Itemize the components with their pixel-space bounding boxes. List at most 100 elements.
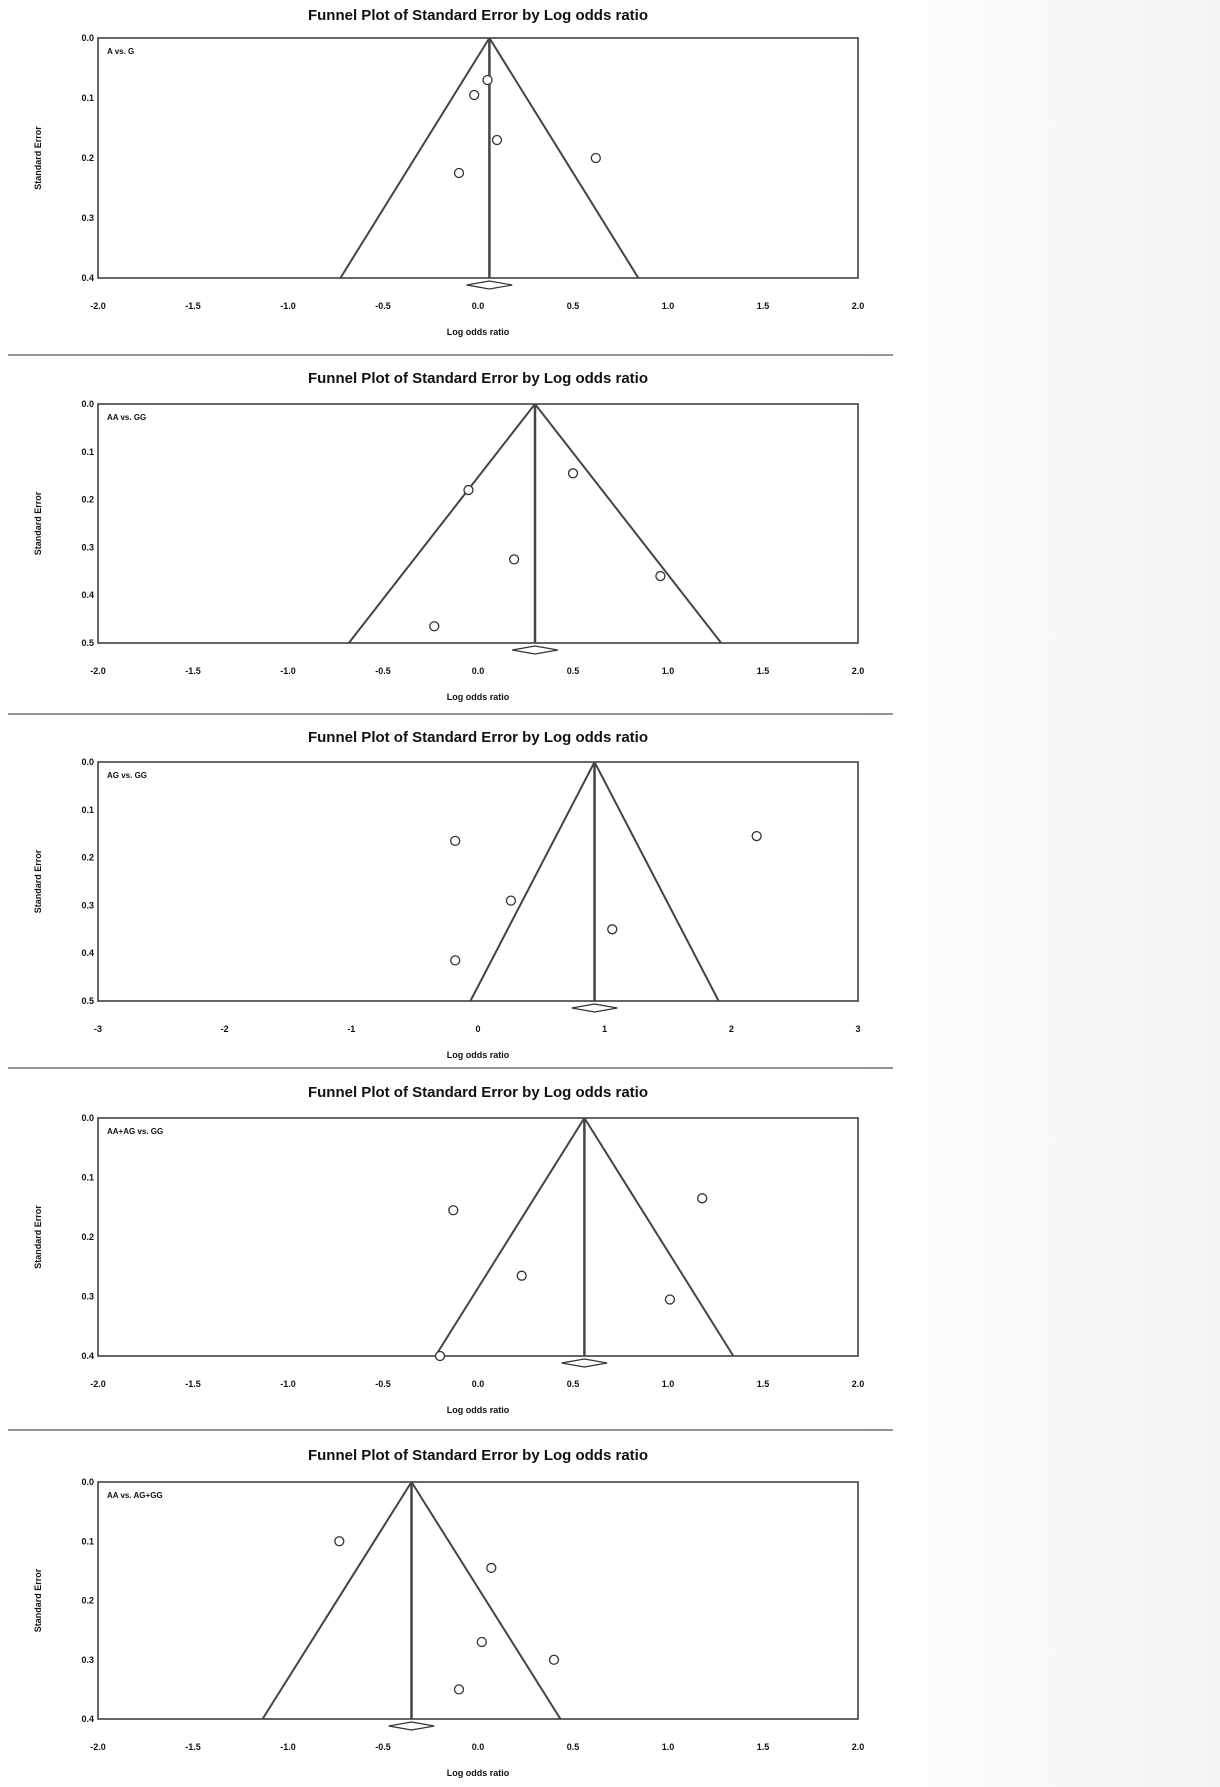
funnel-left-line — [261, 1481, 413, 1720]
chart-title: Funnel Plot of Standard Error by Log odd… — [308, 1084, 648, 1101]
x-tick-label: -2.0 — [90, 666, 106, 676]
chart-title: Funnel Plot of Standard Error by Log odd… — [308, 1447, 648, 1464]
plot-frame — [97, 37, 859, 279]
x-tick-label: 0.0 — [472, 1379, 485, 1389]
y-tick-label: 0.1 — [81, 1536, 94, 1546]
study-point — [655, 570, 666, 582]
y-tick-label: 0.0 — [81, 1477, 94, 1487]
panel-label: AA vs. AG+GG — [107, 1491, 163, 1500]
y-tick-label: 0.0 — [81, 757, 94, 767]
x-tick-label: -1.0 — [280, 301, 296, 311]
x-tick-label: 2 — [729, 1024, 734, 1034]
panel-label: A vs. G — [107, 47, 134, 56]
x-axis-label: Log odds ratio — [447, 327, 510, 337]
y-tick-label: 0.3 — [81, 1292, 94, 1302]
funnel-left-line — [348, 403, 536, 644]
funnel-panel-2: Funnel Plot of Standard Error by Log odd… — [33, 370, 864, 702]
x-tick-label: 0.5 — [567, 301, 580, 311]
study-point — [664, 1294, 676, 1305]
funnel-right-line — [488, 37, 640, 279]
funnel-panel-1: Funnel Plot of Standard Error by Log odd… — [33, 7, 864, 337]
x-tick-label: 1.0 — [662, 666, 675, 676]
y-tick-label: 0.0 — [81, 1113, 94, 1123]
y-tick-label: 0.2 — [81, 1232, 94, 1242]
funnel-right-line — [593, 761, 720, 1002]
y-tick-label: 0.4 — [81, 590, 94, 600]
x-tick-label: 2.0 — [852, 666, 865, 676]
study-point — [607, 924, 618, 935]
pooled-estimate-diamond — [571, 1003, 618, 1013]
y-tick-label: 0.4 — [81, 273, 94, 283]
study-point — [548, 1654, 560, 1665]
funnel-panel-5: Funnel Plot of Standard Error by Log odd… — [33, 1447, 864, 1778]
y-tick-label: 0.5 — [81, 996, 94, 1006]
chart-title: Funnel Plot of Standard Error by Log odd… — [308, 729, 648, 746]
study-point — [334, 1536, 345, 1547]
study-point — [450, 835, 461, 847]
y-tick-label: 0.3 — [81, 1655, 94, 1665]
study-point — [516, 1270, 527, 1281]
y-tick-label: 0.1 — [81, 93, 94, 103]
study-point — [463, 484, 474, 496]
x-axis-label: Log odds ratio — [447, 1050, 510, 1060]
y-tick-label: 0.2 — [81, 153, 94, 163]
chart-title: Funnel Plot of Standard Error by Log odd… — [308, 370, 648, 387]
x-tick-label: 1 — [602, 1024, 607, 1034]
y-axis-label: Standard Error — [33, 849, 43, 913]
x-tick-label: 0.5 — [567, 1742, 580, 1752]
x-tick-label: -1.0 — [280, 666, 296, 676]
study-point — [429, 621, 440, 632]
x-tick-label: -1 — [347, 1024, 355, 1034]
study-point — [476, 1636, 487, 1648]
x-tick-label: -1.5 — [185, 301, 201, 311]
x-tick-label: 0.5 — [567, 1379, 580, 1389]
study-point — [697, 1193, 708, 1204]
study-point — [448, 1205, 459, 1216]
chart-title: Funnel Plot of Standard Error by Log odd… — [308, 7, 648, 24]
y-tick-label: 0.2 — [81, 853, 94, 863]
plot-frame — [97, 403, 859, 644]
x-tick-label: -2.0 — [90, 1379, 106, 1389]
x-tick-label: -1.5 — [185, 666, 201, 676]
study-point — [453, 167, 465, 179]
x-axis-label: Log odds ratio — [447, 692, 510, 702]
x-tick-label: 1.0 — [662, 301, 675, 311]
study-point — [486, 1562, 497, 1574]
y-tick-label: 0.1 — [81, 1173, 94, 1183]
funnel-left-line — [339, 37, 491, 279]
y-tick-label: 0.2 — [81, 1596, 94, 1606]
y-tick-label: 0.3 — [81, 900, 94, 910]
y-tick-label: 0.4 — [81, 1351, 94, 1361]
study-point — [751, 830, 762, 842]
funnel-right-line — [583, 1117, 735, 1357]
x-tick-label: 0.0 — [472, 1742, 485, 1752]
y-axis-label: Standard Error — [33, 1205, 43, 1269]
y-tick-label: 0.0 — [81, 399, 94, 409]
study-point — [453, 1684, 465, 1695]
y-tick-label: 0.0 — [81, 33, 94, 43]
funnel-left-line — [469, 761, 596, 1002]
x-tick-label: -1.0 — [280, 1379, 296, 1389]
study-point — [508, 554, 520, 565]
plot-frame — [97, 761, 859, 1002]
plot-frame — [97, 1117, 859, 1357]
x-tick-label: 2.0 — [852, 301, 865, 311]
x-tick-label: -2.0 — [90, 301, 106, 311]
plot-frame — [97, 1481, 859, 1720]
y-tick-label: 0.4 — [81, 948, 94, 958]
funnel-right-line — [534, 403, 722, 644]
x-tick-label: 3 — [855, 1024, 860, 1034]
x-tick-label: 1.0 — [662, 1379, 675, 1389]
y-tick-label: 0.2 — [81, 495, 94, 505]
y-tick-label: 0.1 — [81, 447, 94, 457]
x-axis-label: Log odds ratio — [447, 1768, 510, 1778]
x-tick-label: 0.0 — [472, 301, 485, 311]
y-tick-label: 0.4 — [81, 1714, 94, 1724]
study-point — [590, 152, 601, 164]
pooled-estimate-diamond — [512, 645, 558, 655]
x-tick-label: -0.5 — [375, 301, 391, 311]
x-tick-label: -2.0 — [90, 1742, 106, 1752]
pooled-estimate-diamond — [466, 280, 513, 290]
y-axis-label: Standard Error — [33, 126, 43, 190]
